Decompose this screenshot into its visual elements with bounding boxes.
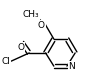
Text: O: O [18,43,24,52]
Text: CH₃: CH₃ [23,10,39,19]
Text: Cl: Cl [1,57,10,66]
Text: O: O [38,21,45,30]
Text: N: N [69,62,75,71]
